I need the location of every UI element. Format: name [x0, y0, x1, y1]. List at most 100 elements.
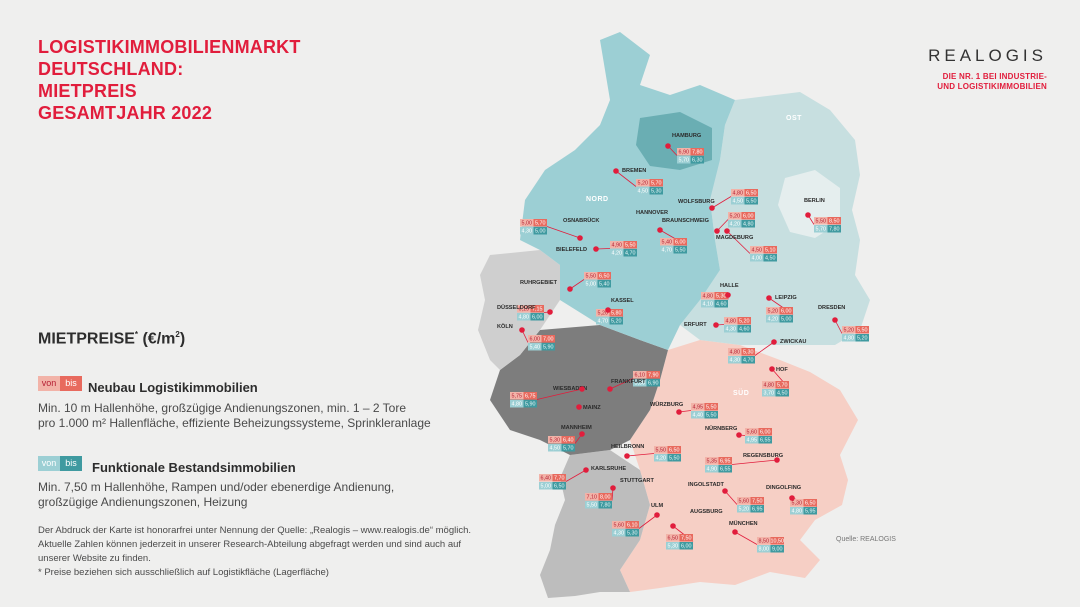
price-new-to-box — [827, 217, 841, 225]
price-new-to-box — [718, 457, 732, 465]
price-new-from-box — [691, 403, 705, 411]
region-label-ost: OST — [786, 115, 802, 122]
city-dot-marker — [613, 168, 619, 174]
price-old-from-box — [584, 280, 598, 288]
city-connector — [565, 469, 587, 482]
price-old-to-box — [552, 482, 566, 490]
price-old-from-box — [585, 501, 599, 509]
city-label: STUTTGART — [620, 478, 654, 484]
city-label: HOF — [776, 367, 788, 373]
realogis-logo: REALOGIS DIE NR. 1 BEI INDUSTRIE- UND LO… — [928, 46, 1047, 92]
price-new-to-box — [623, 241, 637, 249]
city-connector — [569, 279, 585, 290]
price-new-to: 7,90 — [648, 373, 659, 379]
city-label: NÜRNBERG — [705, 425, 737, 432]
price-old-to-box — [673, 246, 687, 254]
price-new-from: 5,20 — [768, 309, 779, 315]
price-new-from: 5,35 — [707, 459, 718, 465]
legend-bestand-desc-line-2: großzügige Andienungszonen, Heizung — [38, 495, 248, 509]
price-old-to: 5,50 — [675, 248, 686, 254]
price-old-to: 5,70 — [563, 446, 574, 452]
city-label: WIESBADEN — [553, 386, 587, 392]
price-new-to: 6,00 — [760, 430, 771, 436]
price-new-to: 6,50 — [669, 448, 680, 454]
city-augsburg: 6,50 7,505,30 6,00 AUGSBURG — [666, 509, 723, 550]
city-zwickau: 4,80 5,304,30 4,70 ZWICKAU — [728, 339, 806, 364]
price-new-from-box — [701, 292, 715, 300]
price-old-from: 5,70 — [679, 158, 690, 164]
price-new-to: 6,50 — [746, 191, 757, 197]
city-label: AUGSBURG — [690, 509, 723, 515]
city-label: HEILBRONN — [611, 444, 644, 450]
city-dot-marker — [567, 286, 573, 292]
price-new-to: 5,10 — [765, 248, 776, 254]
price-new-from: 5,30 — [550, 438, 561, 444]
city-label: MÜNCHEN — [729, 520, 758, 527]
city-dot-marker — [713, 322, 719, 328]
price-new-to: 7,80 — [692, 150, 703, 156]
price-old-from-box — [814, 225, 828, 233]
price-old-from: 4,90 — [707, 467, 718, 473]
price-new-to-box — [750, 497, 764, 505]
price-old-from-box — [728, 356, 742, 364]
city-braunschweig: 5,20 6,004,20 4,80 BRAUNSCHWEIG — [662, 212, 755, 234]
price-old-to: 7,80 — [600, 503, 611, 509]
price-old-from-box — [762, 389, 776, 397]
price-new-from-box — [636, 179, 650, 187]
city-label: BERLIN — [804, 198, 825, 204]
city-dot-marker — [579, 386, 585, 392]
price-old-from: 4,20 — [730, 222, 741, 228]
legend-heading: MIETPREISE* (€/m2) — [38, 330, 185, 348]
price-old-to-box — [714, 300, 728, 308]
price-old-to-box — [779, 315, 793, 323]
price-new-from: 5,20 — [730, 214, 741, 220]
price-new-to: 7,50 — [752, 499, 763, 505]
price-new-from-box — [814, 217, 828, 225]
footer-line-3: unserer Website zu finden. — [38, 553, 151, 564]
price-old-to-box — [750, 505, 764, 513]
city-ruhrgebiet: 5,50 6,505,00 5,40 RUHRGEBIET — [520, 272, 611, 292]
city-label: MAGDEBURG — [716, 235, 753, 241]
price-new-from-box — [660, 238, 674, 246]
price-old-to: 6,50 — [554, 484, 565, 490]
price-new-from-box — [677, 148, 691, 156]
price-old-from-box — [842, 334, 856, 342]
city-n-rnberg: 5,60 6,004,95 6,55 NÜRNBERG — [705, 425, 772, 444]
price-new-from: 5,20 — [844, 328, 855, 334]
city-connector — [609, 378, 634, 390]
price-new-from: 6,40 — [541, 476, 552, 482]
city-bremen: 5,20 5,704,50 5,30 BREMEN — [613, 168, 663, 195]
price-old-from-box — [701, 300, 715, 308]
price-old-from: 5,50 — [587, 503, 598, 509]
city-dot-marker — [676, 409, 682, 415]
price-new-from-box — [728, 348, 742, 356]
city-label: ZWICKAU — [780, 339, 806, 345]
logo-wordmark: REALOGIS — [928, 46, 1047, 65]
city-dot-marker — [579, 431, 585, 437]
price-new-from: 5,60 — [739, 499, 750, 505]
price-old-to: 5,50 — [746, 199, 757, 205]
price-new-from-box — [745, 428, 759, 436]
price-old-from: 8,00 — [759, 547, 770, 553]
city-berlin: 5,50 8,505,70 7,80 BERLIN — [804, 198, 841, 233]
price-old-from: 4,20 — [612, 251, 623, 257]
footer-line-2: Aktuelle Zahlen können jederzeit in unse… — [38, 539, 462, 550]
footer-line-4: * Preise beziehen sich ausschließlich au… — [38, 567, 329, 578]
price-old-from: 4,30 — [522, 229, 533, 235]
price-old-from-box — [633, 379, 647, 387]
price-old-to: 6,30 — [692, 158, 703, 164]
city-dot-marker — [709, 205, 715, 211]
price-old-from-box — [745, 436, 759, 444]
city-connector — [726, 230, 751, 254]
price-new-to-box — [741, 348, 755, 356]
price-old-to: 5,50 — [706, 413, 717, 419]
price-new-to: 8,50 — [829, 219, 840, 225]
price-old-to-box — [623, 249, 637, 257]
price-old-from: 4,00 — [752, 256, 763, 262]
price-old-to: 5,30 — [651, 189, 662, 195]
price-new-to-box — [741, 212, 755, 220]
city-dot-marker — [774, 457, 780, 463]
price-old-to-box — [763, 254, 777, 262]
price-new-from: 4,80 — [764, 383, 775, 389]
